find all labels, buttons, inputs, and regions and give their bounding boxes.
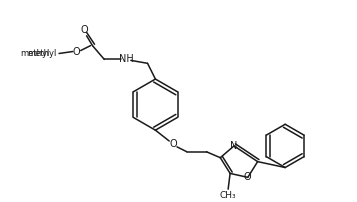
Text: methyl: methyl [28,49,57,58]
Text: O: O [244,172,252,182]
Text: methyl: methyl [20,49,49,58]
Text: N: N [230,141,238,151]
Text: O: O [73,46,81,57]
Text: NH: NH [119,54,133,64]
Text: O: O [169,139,177,149]
Text: CH₃: CH₃ [220,190,236,200]
Text: O: O [81,25,89,35]
